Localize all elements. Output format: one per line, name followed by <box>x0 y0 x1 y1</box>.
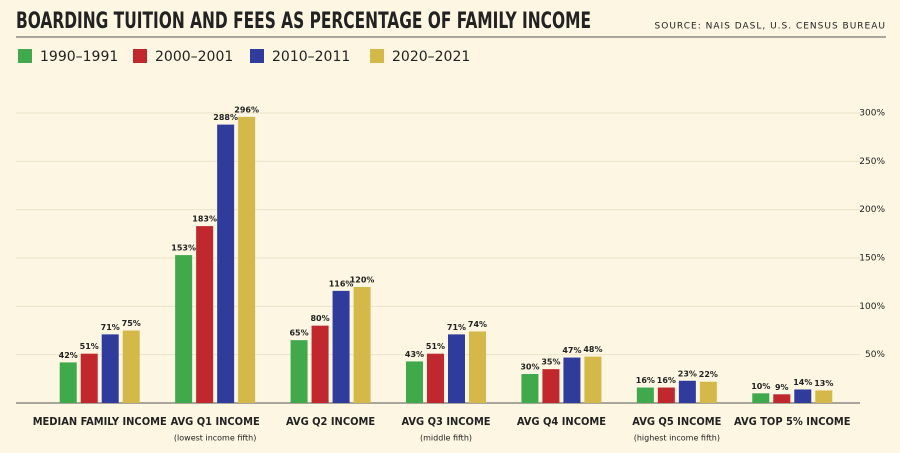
value-label: 47% <box>562 346 581 355</box>
bar <box>122 330 140 403</box>
x-tick-note: (highest income fifth) <box>634 434 720 443</box>
value-label: 183% <box>192 215 217 224</box>
bar <box>542 369 560 403</box>
value-label: 71% <box>101 323 120 332</box>
legend-label: 1990–1991 <box>40 49 118 65</box>
value-label: 35% <box>541 358 560 367</box>
value-label: 48% <box>583 345 602 354</box>
bar <box>311 325 329 403</box>
value-label: 153% <box>171 244 196 253</box>
value-label: 16% <box>657 376 676 385</box>
legend-label: 2010–2011 <box>272 49 350 65</box>
legend-label: 2000–2001 <box>155 49 233 65</box>
legend-swatch <box>133 49 147 63</box>
bar <box>448 334 465 403</box>
bar <box>217 124 235 403</box>
bar <box>59 362 77 403</box>
bar <box>521 374 539 403</box>
bar <box>699 381 717 403</box>
value-label: 30% <box>520 363 539 372</box>
x-tick-label: AVG Q4 INCOME <box>517 415 606 428</box>
value-label: 10% <box>751 382 770 391</box>
chart-title: BOARDING TUITION AND FEES AS PERCENTAGE … <box>16 9 591 34</box>
bar <box>80 353 98 403</box>
value-label: 74% <box>468 320 487 329</box>
bar <box>332 290 350 403</box>
bar <box>584 356 602 403</box>
y-tick-label: 50% <box>865 350 885 360</box>
value-label: 22% <box>699 370 718 379</box>
bar <box>678 380 696 403</box>
bar <box>290 340 308 403</box>
bar <box>636 387 654 403</box>
value-label: 65% <box>289 329 308 338</box>
value-label: 120% <box>350 276 375 285</box>
x-tick-label: MEDIAN FAMILY INCOME <box>33 415 167 428</box>
value-label: 296% <box>234 105 259 114</box>
bar <box>406 361 423 403</box>
value-label: 71% <box>447 323 466 332</box>
y-tick-label: 100% <box>859 302 885 312</box>
bar <box>469 331 486 403</box>
value-label: 14% <box>793 378 812 387</box>
value-label: 9% <box>775 383 789 392</box>
x-tick-label: AVG Q2 INCOME <box>286 415 375 428</box>
value-label: 16% <box>636 376 655 385</box>
bar <box>794 389 812 403</box>
value-label: 75% <box>122 319 141 328</box>
x-tick-note: (middle fifth) <box>420 434 472 443</box>
x-tick-label: AVG Q1 INCOME <box>171 415 260 428</box>
bar <box>773 394 791 403</box>
value-label: 116% <box>329 279 354 288</box>
bar <box>427 353 444 403</box>
legend-label: 2020–2021 <box>392 49 470 65</box>
value-label: 51% <box>426 342 445 351</box>
value-label: 51% <box>80 342 99 351</box>
bar <box>101 334 119 403</box>
value-label: 80% <box>310 314 329 323</box>
x-tick-label: AVG TOP 5% INCOME <box>734 415 851 428</box>
x-tick-note: (lowest income fifth) <box>174 434 256 443</box>
value-label: 42% <box>59 351 78 360</box>
x-tick-label: AVG Q3 INCOME <box>401 415 490 428</box>
bar <box>175 255 193 403</box>
legend-swatch <box>18 49 32 63</box>
value-label: 288% <box>213 113 238 122</box>
y-tick-label: 150% <box>859 254 885 264</box>
bar <box>353 287 371 403</box>
bar <box>563 357 581 403</box>
bar <box>196 226 214 403</box>
source: SOURCE: NAIS DASL, U.S. CENSUS BUREAU <box>655 22 886 32</box>
value-label: 43% <box>405 350 424 359</box>
bar <box>238 116 256 403</box>
legend-swatch <box>250 49 264 63</box>
value-label: 13% <box>814 379 833 388</box>
bar <box>752 393 770 403</box>
legend-swatch <box>370 49 384 63</box>
bar <box>815 390 833 403</box>
value-label: 23% <box>678 369 697 378</box>
bar <box>657 387 675 403</box>
x-tick-label: AVG Q5 INCOME <box>632 415 721 428</box>
y-tick-label: 250% <box>859 157 885 167</box>
y-tick-label: 300% <box>859 109 885 119</box>
y-tick-label: 200% <box>859 205 885 215</box>
